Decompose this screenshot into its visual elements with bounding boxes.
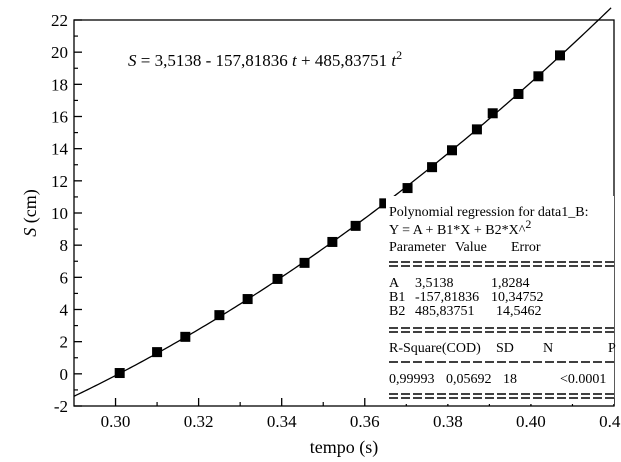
x-tick-label: 0.30 (101, 412, 131, 431)
reg-row-a-value: 3,5138 (415, 276, 454, 291)
reg-stats-rsq-value: 0,99993 (389, 372, 435, 387)
reg-row-b1-param: B1 (389, 290, 405, 305)
eq-exp: 2 (396, 48, 402, 62)
reg-row-b2-param: B2 (389, 304, 405, 319)
reg-stats-p-value: <0.0001 (560, 372, 606, 387)
y-axis-symbol: S (20, 228, 40, 237)
eq-part1: = 3,5138 - 157,81836 (137, 51, 293, 70)
y-tick-label: 14 (51, 140, 69, 159)
data-point (402, 183, 413, 194)
data-point (327, 236, 338, 247)
data-point (427, 162, 438, 173)
reg-header-value: Value (455, 240, 487, 255)
reg-stats-rsq: R-Square(COD) (389, 341, 481, 356)
reg-row-b1-value: -157,81836 (415, 290, 479, 305)
data-point (299, 257, 310, 268)
reg-model-exp: 2 (525, 217, 531, 231)
data-point (152, 347, 163, 358)
reg-row-b2-error: 14,5462 (496, 304, 542, 319)
y-tick-label: -2 (54, 397, 68, 416)
data-points (114, 50, 565, 379)
fit-equation: S = 3,5138 - 157,81836 t + 485,83751 t2 (128, 48, 402, 70)
reg-stats-n: N (543, 341, 553, 356)
data-point (447, 145, 457, 156)
y-tick-label: 0 (60, 365, 69, 384)
reg-header-error: Error (511, 240, 541, 255)
reg-row-a-param: A (389, 276, 400, 291)
y-tick-labels: -2 0 2 4 6 8 10 12 14 16 18 20 22 (51, 11, 69, 416)
x-tick-label: 0.36 (350, 412, 380, 431)
reg-stats-p: P (608, 341, 616, 356)
reg-stats-sd: SD (496, 341, 514, 356)
reg-row-a-error: 1,8284 (491, 276, 530, 291)
x-tick-label: 0.40 (516, 412, 546, 431)
data-point (471, 124, 482, 135)
eq-lhs: S (128, 51, 137, 70)
y-axis-title: S (cm) (20, 189, 41, 236)
data-point (114, 368, 125, 379)
reg-row-b1-error: 10,34752 (491, 290, 544, 305)
reg-row-b2-value: 485,83751 (415, 304, 475, 319)
x-tick-labels: 0.30 0.32 0.34 0.36 0.38 0.40 0.42 (101, 412, 621, 431)
y-tick-label: 16 (51, 108, 68, 127)
reg-header-param: Parameter (389, 240, 446, 255)
y-tick-label: 10 (51, 204, 68, 223)
data-point (555, 50, 565, 61)
reg-model-text: Y = A + B1*X + B2*X^ (389, 223, 526, 238)
reg-stats-n-value: 18 (503, 372, 517, 387)
data-point (180, 331, 191, 342)
reg-title: Polynomial regression for data1_B: (389, 205, 588, 220)
data-point (533, 71, 544, 82)
y-tick-label: 4 (60, 301, 69, 320)
data-point (487, 108, 498, 119)
data-point (379, 198, 390, 209)
data-point (214, 310, 225, 321)
eq-part2: + 485,83751 (297, 51, 392, 70)
y-tick-label: 22 (51, 11, 68, 30)
x-axis-title: tempo (s) (310, 437, 378, 458)
data-point (272, 273, 283, 284)
eq-t1: t (292, 51, 298, 70)
y-tick-label: 18 (51, 75, 68, 94)
data-point (242, 294, 253, 305)
reg-stats-sd-value: 0,05692 (446, 372, 492, 387)
x-tick-label: 0.42 (599, 412, 621, 431)
data-point (350, 220, 361, 231)
y-tick-label: 6 (60, 268, 69, 287)
data-point (513, 88, 524, 99)
y-tick-label: 2 (60, 333, 69, 352)
eq-t2: t (391, 51, 397, 70)
x-tick-label: 0.38 (433, 412, 463, 431)
y-tick-label: 20 (51, 43, 68, 62)
y-tick-label: 8 (60, 236, 69, 255)
x-tick-label: 0.34 (267, 412, 297, 431)
y-tick-label: 12 (51, 172, 68, 191)
x-tick-label: 0.32 (184, 412, 214, 431)
y-axis-unit: (cm) (20, 189, 41, 227)
reg-model: Y = A + B1*X + B2*X^2 (389, 217, 531, 238)
regression-box: Polynomial regression for data1_B: Y = A… (386, 196, 616, 404)
